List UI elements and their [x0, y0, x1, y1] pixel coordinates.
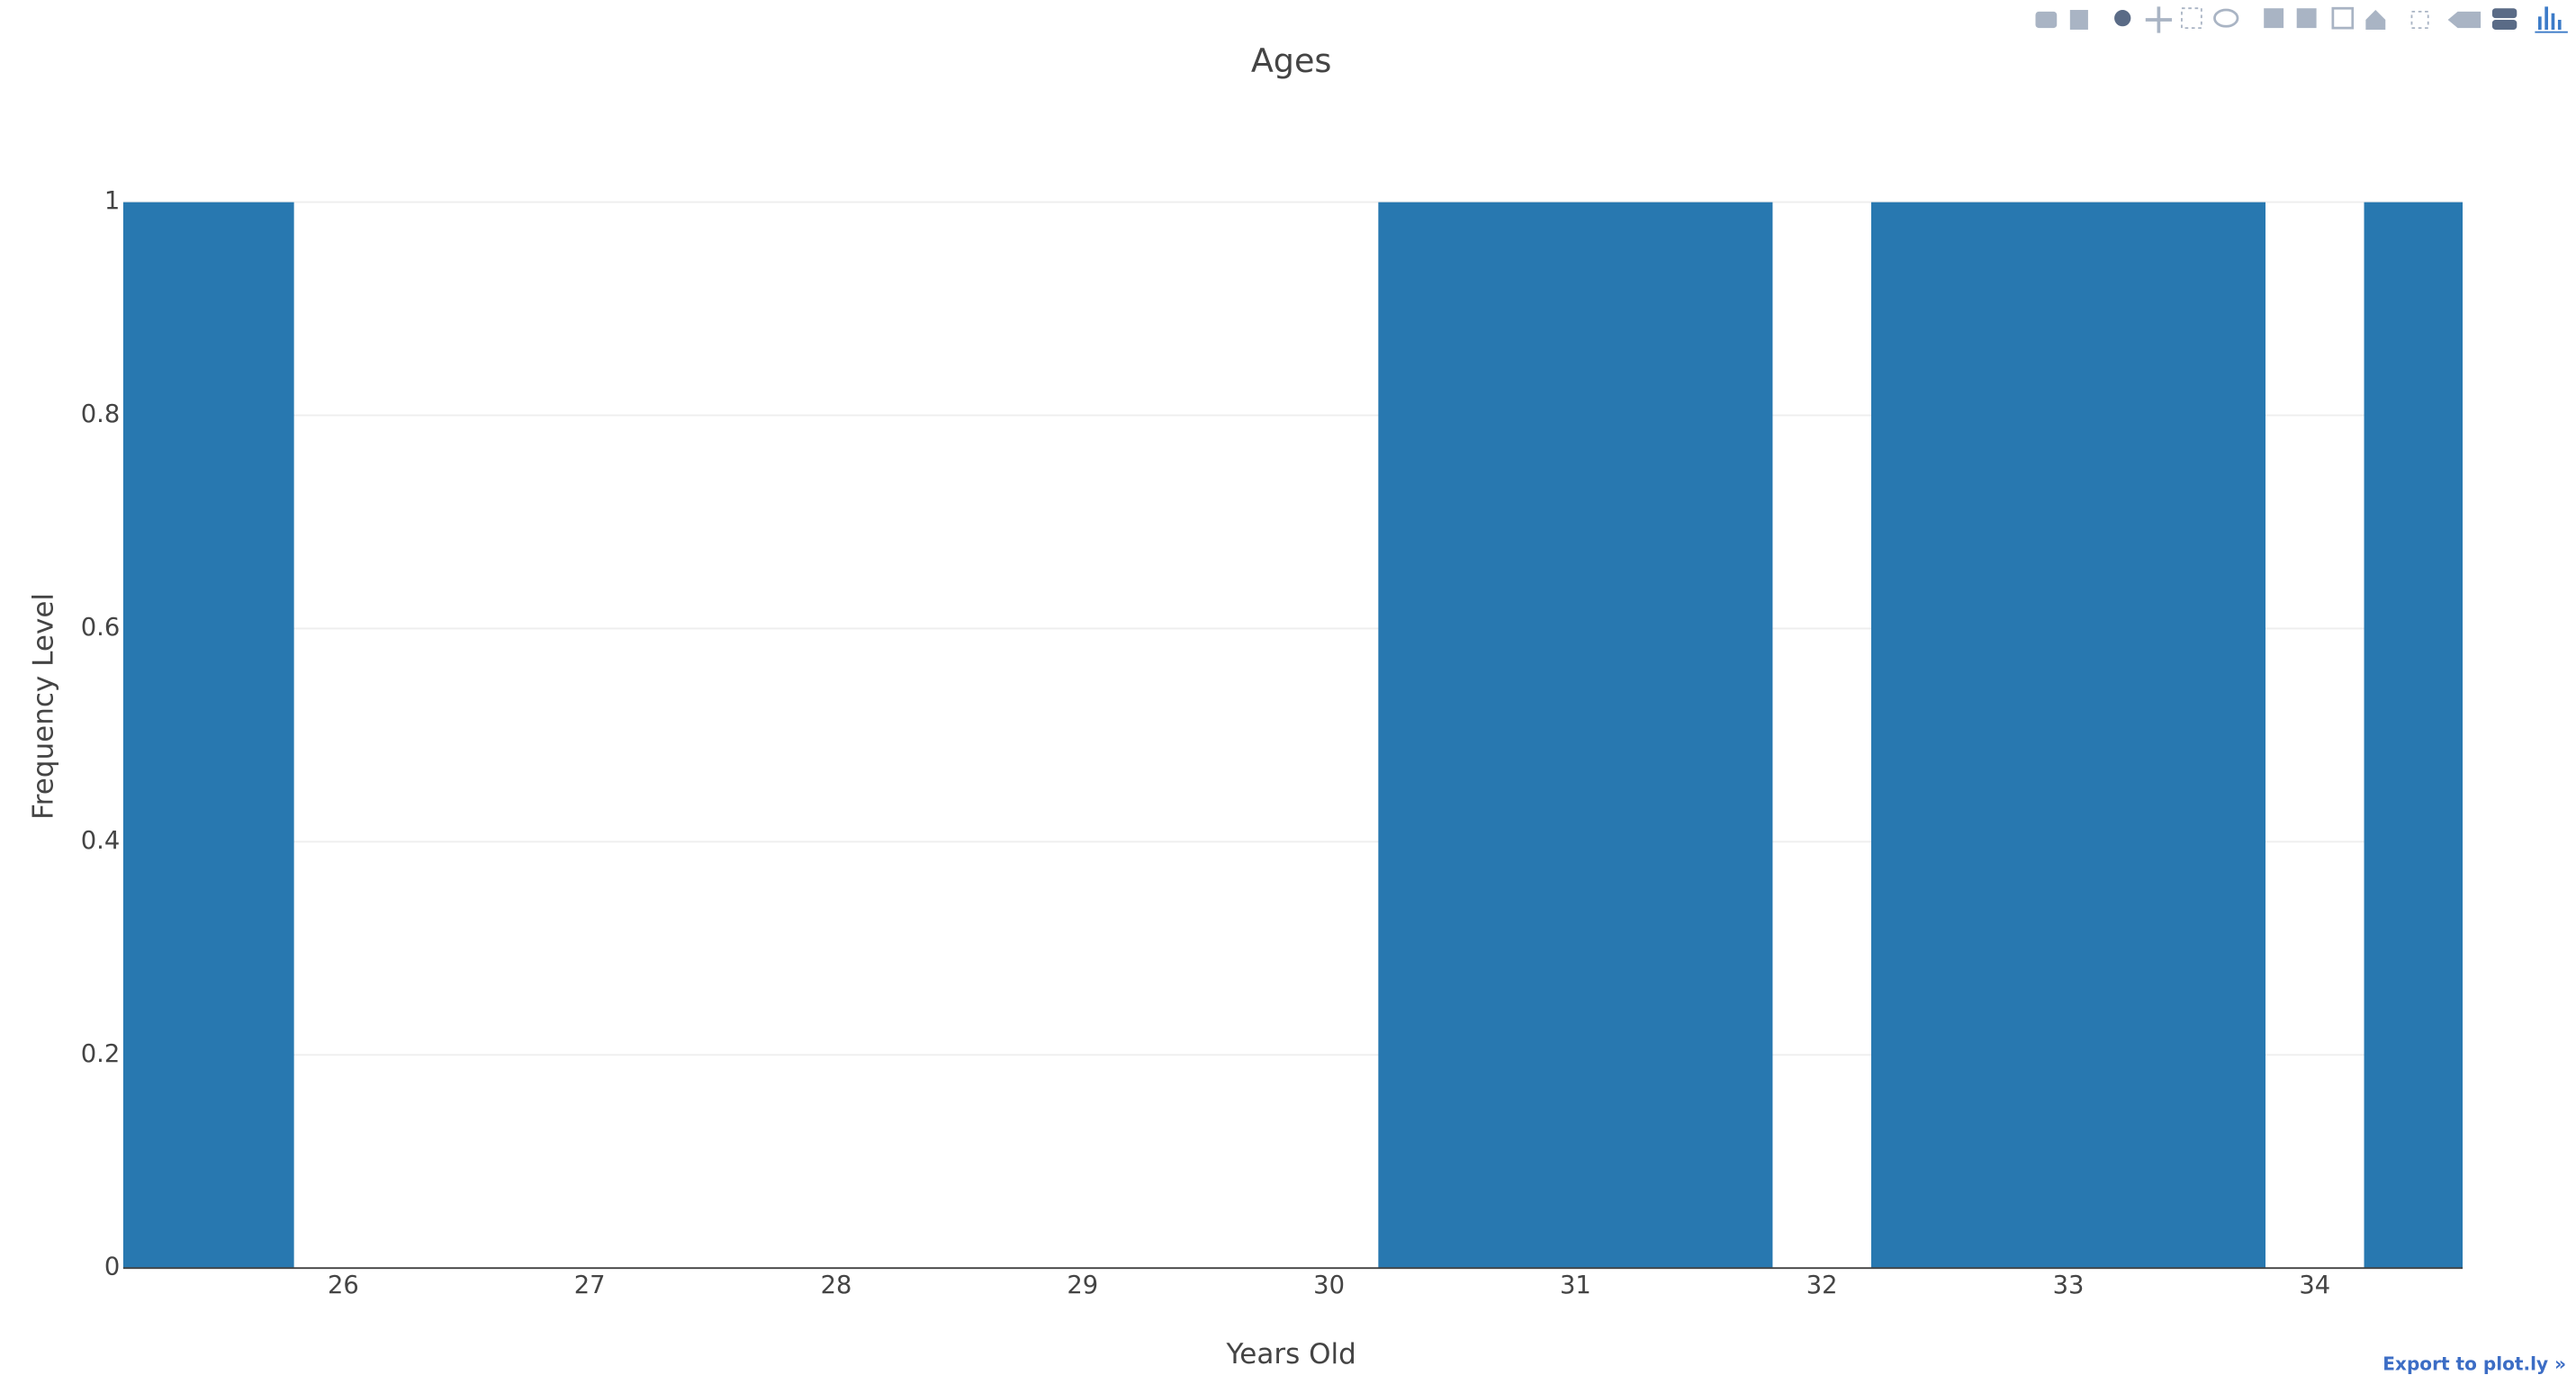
- x-tick-label: 29: [1067, 1272, 1098, 1299]
- save-icon[interactable]: [2069, 10, 2088, 30]
- y-tick-label: 0.6: [81, 614, 121, 642]
- y-tick-label: 0.4: [81, 827, 121, 855]
- bars: [122, 202, 2463, 1269]
- x-tick-label: 31: [1560, 1272, 1591, 1299]
- y-axis-title: Frequency Level: [27, 593, 59, 820]
- chart-title: Ages: [1251, 41, 1332, 80]
- hover-compare-icon[interactable]: [2491, 8, 2517, 19]
- plotly-logo[interactable]: [2535, 6, 2568, 33]
- lasso-icon[interactable]: [2213, 8, 2239, 28]
- x-tick-label: 34: [2299, 1272, 2330, 1299]
- x-axis-title: Years Old: [1225, 1338, 1356, 1371]
- modebar: [2035, 6, 2568, 33]
- zoom-icon[interactable]: [2114, 10, 2131, 27]
- x-tick-label: 32: [1806, 1272, 1838, 1299]
- autoscale-icon[interactable]: [2331, 6, 2355, 30]
- spike-icon[interactable]: [2410, 10, 2429, 30]
- export-link[interactable]: Export to plot.ly »: [2382, 1353, 2566, 1374]
- x-tick-label: 26: [328, 1272, 359, 1299]
- pan-icon[interactable]: [2145, 6, 2172, 33]
- y-tick-label: 0.8: [81, 400, 121, 428]
- x-tick-label: 30: [1313, 1272, 1345, 1299]
- y-tick-label: 1: [104, 187, 120, 215]
- bar: [2364, 202, 2463, 1269]
- camera-icon[interactable]: [2035, 11, 2058, 29]
- x-tick-label: 33: [2053, 1272, 2085, 1299]
- reset-icon[interactable]: [2365, 10, 2386, 30]
- bar: [122, 202, 294, 1269]
- hover-closest-icon[interactable]: [2447, 11, 2481, 29]
- x-tick-label: 27: [574, 1272, 606, 1299]
- bar: [1378, 202, 1773, 1269]
- zoom-out-icon[interactable]: [2296, 8, 2317, 29]
- zoom-in-icon[interactable]: [2264, 8, 2284, 29]
- bar: [1870, 202, 2266, 1269]
- y-tick-label: 0: [104, 1254, 120, 1281]
- box-select-icon[interactable]: [2181, 7, 2202, 30]
- y-tick-label: 0.2: [81, 1040, 121, 1068]
- x-tick-label: 28: [821, 1272, 852, 1299]
